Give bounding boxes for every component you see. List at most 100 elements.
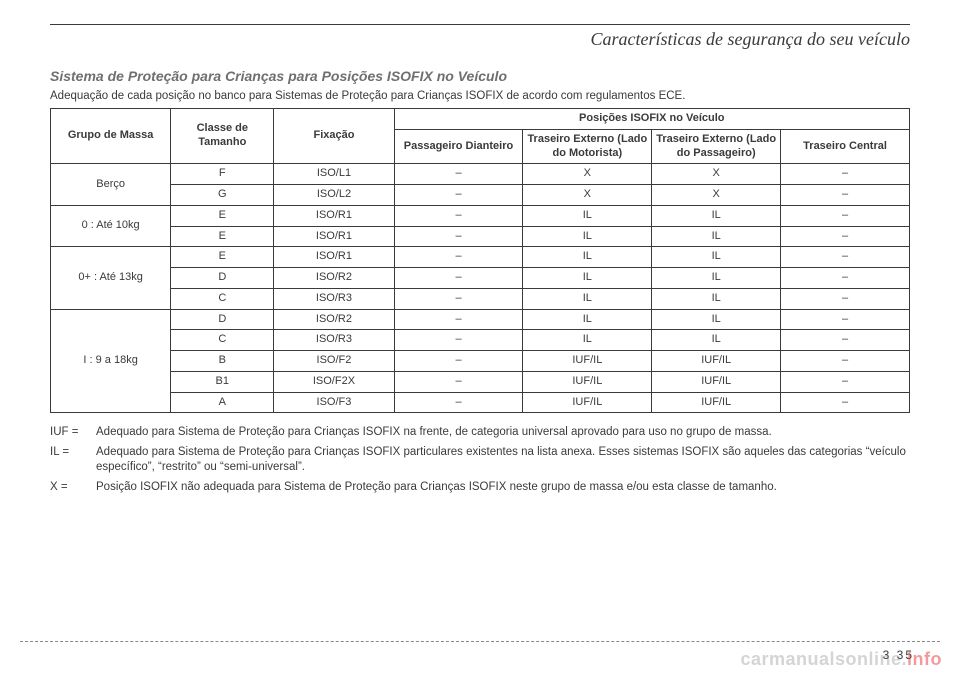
cell-rear-driver: IL (523, 247, 652, 268)
header-row: Características de segurança do seu veíc… (50, 29, 910, 50)
cell-fixation: ISO/L1 (274, 164, 394, 185)
cell-rear-driver: X (523, 164, 652, 185)
table-row: BerçoFISO/L1–XX– (51, 164, 910, 185)
cell-fixation: ISO/R2 (274, 309, 394, 330)
cell-size-class: F (171, 164, 274, 185)
legend-row: IL =Adequado para Sistema de Proteção pa… (50, 445, 910, 476)
table-row: B1ISO/F2X–IUF/ILIUF/IL– (51, 371, 910, 392)
table-row: I : 9 a 18kgDISO/R2–ILIL– (51, 309, 910, 330)
cell-fixation: ISO/R3 (274, 288, 394, 309)
top-rule (50, 24, 910, 25)
cell-front-passenger: – (394, 371, 523, 392)
th-rear-center: Traseiro Central (781, 129, 910, 164)
cell-rear-center: – (781, 268, 910, 289)
cell-rear-passenger: IUF/IL (652, 371, 781, 392)
section-lead: Adequação de cada posição no banco para … (50, 90, 910, 102)
cell-rear-center: – (781, 247, 910, 268)
cell-rear-center: – (781, 205, 910, 226)
watermark-info: info (907, 649, 942, 669)
cell-size-class: B1 (171, 371, 274, 392)
table-header-row-1: Grupo de Massa Classe de Tamanho Fixação… (51, 109, 910, 130)
cell-size-class: G (171, 185, 274, 206)
cell-front-passenger: – (394, 351, 523, 372)
table-row: BISO/F2–IUF/ILIUF/IL– (51, 351, 910, 372)
th-rear-driver: Traseiro Externo (Lado do Motorista) (523, 129, 652, 164)
cell-front-passenger: – (394, 164, 523, 185)
legend-row: X =Posição ISOFIX não adequada para Sist… (50, 480, 910, 496)
table-row: AISO/F3–IUF/ILIUF/IL– (51, 392, 910, 413)
header-title: Características de segurança do seu veíc… (591, 29, 910, 50)
cell-fixation: ISO/F2X (274, 371, 394, 392)
cell-fixation: ISO/R1 (274, 247, 394, 268)
cell-rear-driver: IL (523, 330, 652, 351)
cell-front-passenger: – (394, 288, 523, 309)
cell-rear-center: – (781, 288, 910, 309)
table-row: GISO/L2–XX– (51, 185, 910, 206)
th-front-passenger: Passageiro Dianteiro (394, 129, 523, 164)
cell-fixation: ISO/R3 (274, 330, 394, 351)
cell-rear-passenger: IL (652, 205, 781, 226)
cell-rear-center: – (781, 185, 910, 206)
cell-size-class: D (171, 309, 274, 330)
th-positions-title: Posições ISOFIX no Veículo (394, 109, 909, 130)
cell-rear-passenger: X (652, 185, 781, 206)
legend-text: Adequado para Sistema de Proteção para C… (96, 445, 910, 476)
cell-size-class: E (171, 247, 274, 268)
cell-front-passenger: – (394, 247, 523, 268)
cell-size-class: B (171, 351, 274, 372)
cell-rear-center: – (781, 309, 910, 330)
table-body: BerçoFISO/L1–XX–GISO/L2–XX–0 : Até 10kgE… (51, 164, 910, 413)
cell-rear-passenger: IUF/IL (652, 351, 781, 372)
cell-rear-driver: X (523, 185, 652, 206)
cell-rear-passenger: IL (652, 247, 781, 268)
cell-rear-center: – (781, 164, 910, 185)
cell-size-class: C (171, 288, 274, 309)
cell-mass-group: Berço (51, 164, 171, 206)
watermark: carmanualsonline.info (740, 649, 942, 670)
cell-front-passenger: – (394, 205, 523, 226)
cell-rear-passenger: IL (652, 268, 781, 289)
cell-fixation: ISO/R1 (274, 226, 394, 247)
cell-rear-driver: IL (523, 205, 652, 226)
th-rear-passenger: Traseiro Externo (Lado do Passageiro) (652, 129, 781, 164)
cell-rear-center: – (781, 351, 910, 372)
bottom-dashed-rule (20, 641, 940, 642)
table-row: CISO/R3–ILIL– (51, 330, 910, 351)
cell-size-class: D (171, 268, 274, 289)
watermark-main: carmanualsonline. (740, 649, 907, 669)
cell-front-passenger: – (394, 309, 523, 330)
th-fixation: Fixação (274, 109, 394, 164)
cell-fixation: ISO/R1 (274, 205, 394, 226)
cell-size-class: A (171, 392, 274, 413)
cell-rear-passenger: IL (652, 226, 781, 247)
legend-key: IL = (50, 445, 96, 476)
isofix-table: Grupo de Massa Classe de Tamanho Fixação… (50, 108, 910, 413)
cell-mass-group: 0+ : Até 13kg (51, 247, 171, 309)
cell-mass-group: 0 : Até 10kg (51, 205, 171, 247)
th-mass-group: Grupo de Massa (51, 109, 171, 164)
cell-size-class: E (171, 226, 274, 247)
cell-rear-driver: IUF/IL (523, 351, 652, 372)
cell-front-passenger: – (394, 330, 523, 351)
page: Características de segurança do seu veíc… (0, 0, 960, 676)
cell-rear-center: – (781, 226, 910, 247)
table-row: DISO/R2–ILIL– (51, 268, 910, 289)
cell-size-class: E (171, 205, 274, 226)
cell-fixation: ISO/L2 (274, 185, 394, 206)
cell-rear-passenger: IUF/IL (652, 392, 781, 413)
table-row: 0+ : Até 13kgEISO/R1–ILIL– (51, 247, 910, 268)
section-title: Sistema de Proteção para Crianças para P… (50, 68, 910, 84)
cell-fixation: ISO/R2 (274, 268, 394, 289)
cell-rear-passenger: X (652, 164, 781, 185)
cell-size-class: C (171, 330, 274, 351)
cell-front-passenger: – (394, 226, 523, 247)
legend-text: Posição ISOFIX não adequada para Sistema… (96, 480, 910, 496)
cell-rear-driver: IL (523, 226, 652, 247)
legend-key: IUF = (50, 425, 96, 441)
cell-front-passenger: – (394, 392, 523, 413)
cell-rear-center: – (781, 371, 910, 392)
cell-front-passenger: – (394, 268, 523, 289)
legend-key: X = (50, 480, 96, 496)
cell-rear-driver: IL (523, 268, 652, 289)
cell-rear-center: – (781, 330, 910, 351)
